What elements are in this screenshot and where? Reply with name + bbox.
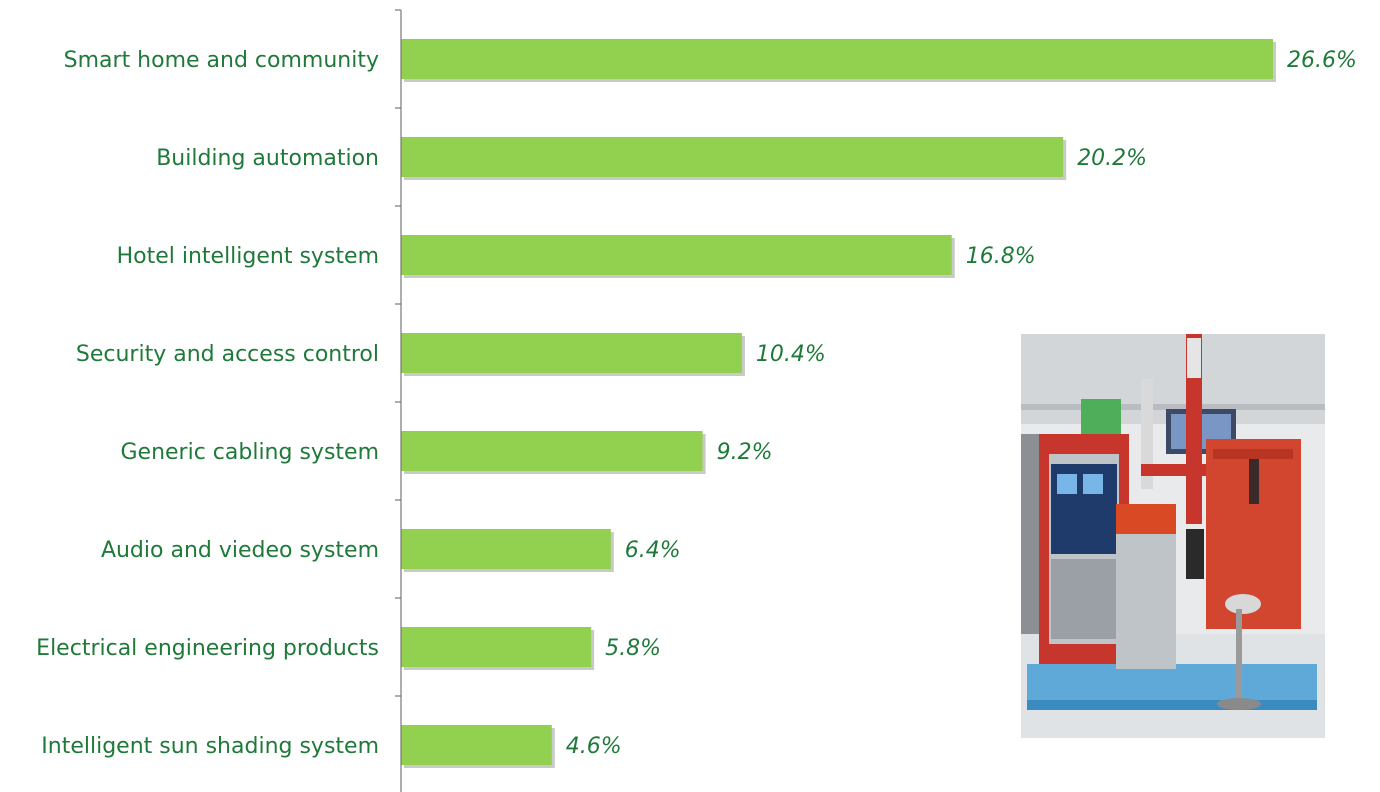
bar bbox=[401, 725, 552, 765]
bar bbox=[401, 333, 742, 373]
category-label: Security and access control bbox=[76, 342, 379, 367]
exhibit-photo-illustration bbox=[1021, 334, 1325, 738]
category-label: Generic cabling system bbox=[120, 440, 379, 465]
bar bbox=[401, 529, 611, 569]
bar bbox=[401, 627, 592, 667]
value-label: 26.6% bbox=[1287, 48, 1357, 73]
category-label: Smart home and community bbox=[64, 48, 379, 73]
category-label: Electrical engineering products bbox=[36, 636, 379, 661]
exhibit-photo bbox=[1021, 334, 1325, 738]
value-label: 10.4% bbox=[756, 342, 826, 367]
value-label: 6.4% bbox=[625, 538, 681, 563]
bar bbox=[401, 235, 952, 275]
value-label: 5.8% bbox=[605, 636, 661, 661]
bars-layer bbox=[401, 39, 1276, 768]
category-label: Audio and viedeo system bbox=[101, 538, 379, 563]
value-label: 16.8% bbox=[966, 244, 1036, 269]
bar bbox=[401, 431, 703, 471]
bar bbox=[401, 39, 1273, 79]
bar bbox=[401, 137, 1064, 177]
y-axis-ticks bbox=[395, 9, 401, 697]
category-label: Hotel intelligent system bbox=[117, 244, 379, 269]
value-label: 9.2% bbox=[717, 440, 773, 465]
value-label: 4.6% bbox=[566, 734, 622, 759]
labels-layer: Smart home and community 26.6% Building au… bbox=[36, 48, 1357, 759]
category-label: Intelligent sun shading system bbox=[41, 734, 379, 759]
category-label: Building automation bbox=[156, 146, 379, 171]
value-label: 20.2% bbox=[1077, 146, 1147, 171]
